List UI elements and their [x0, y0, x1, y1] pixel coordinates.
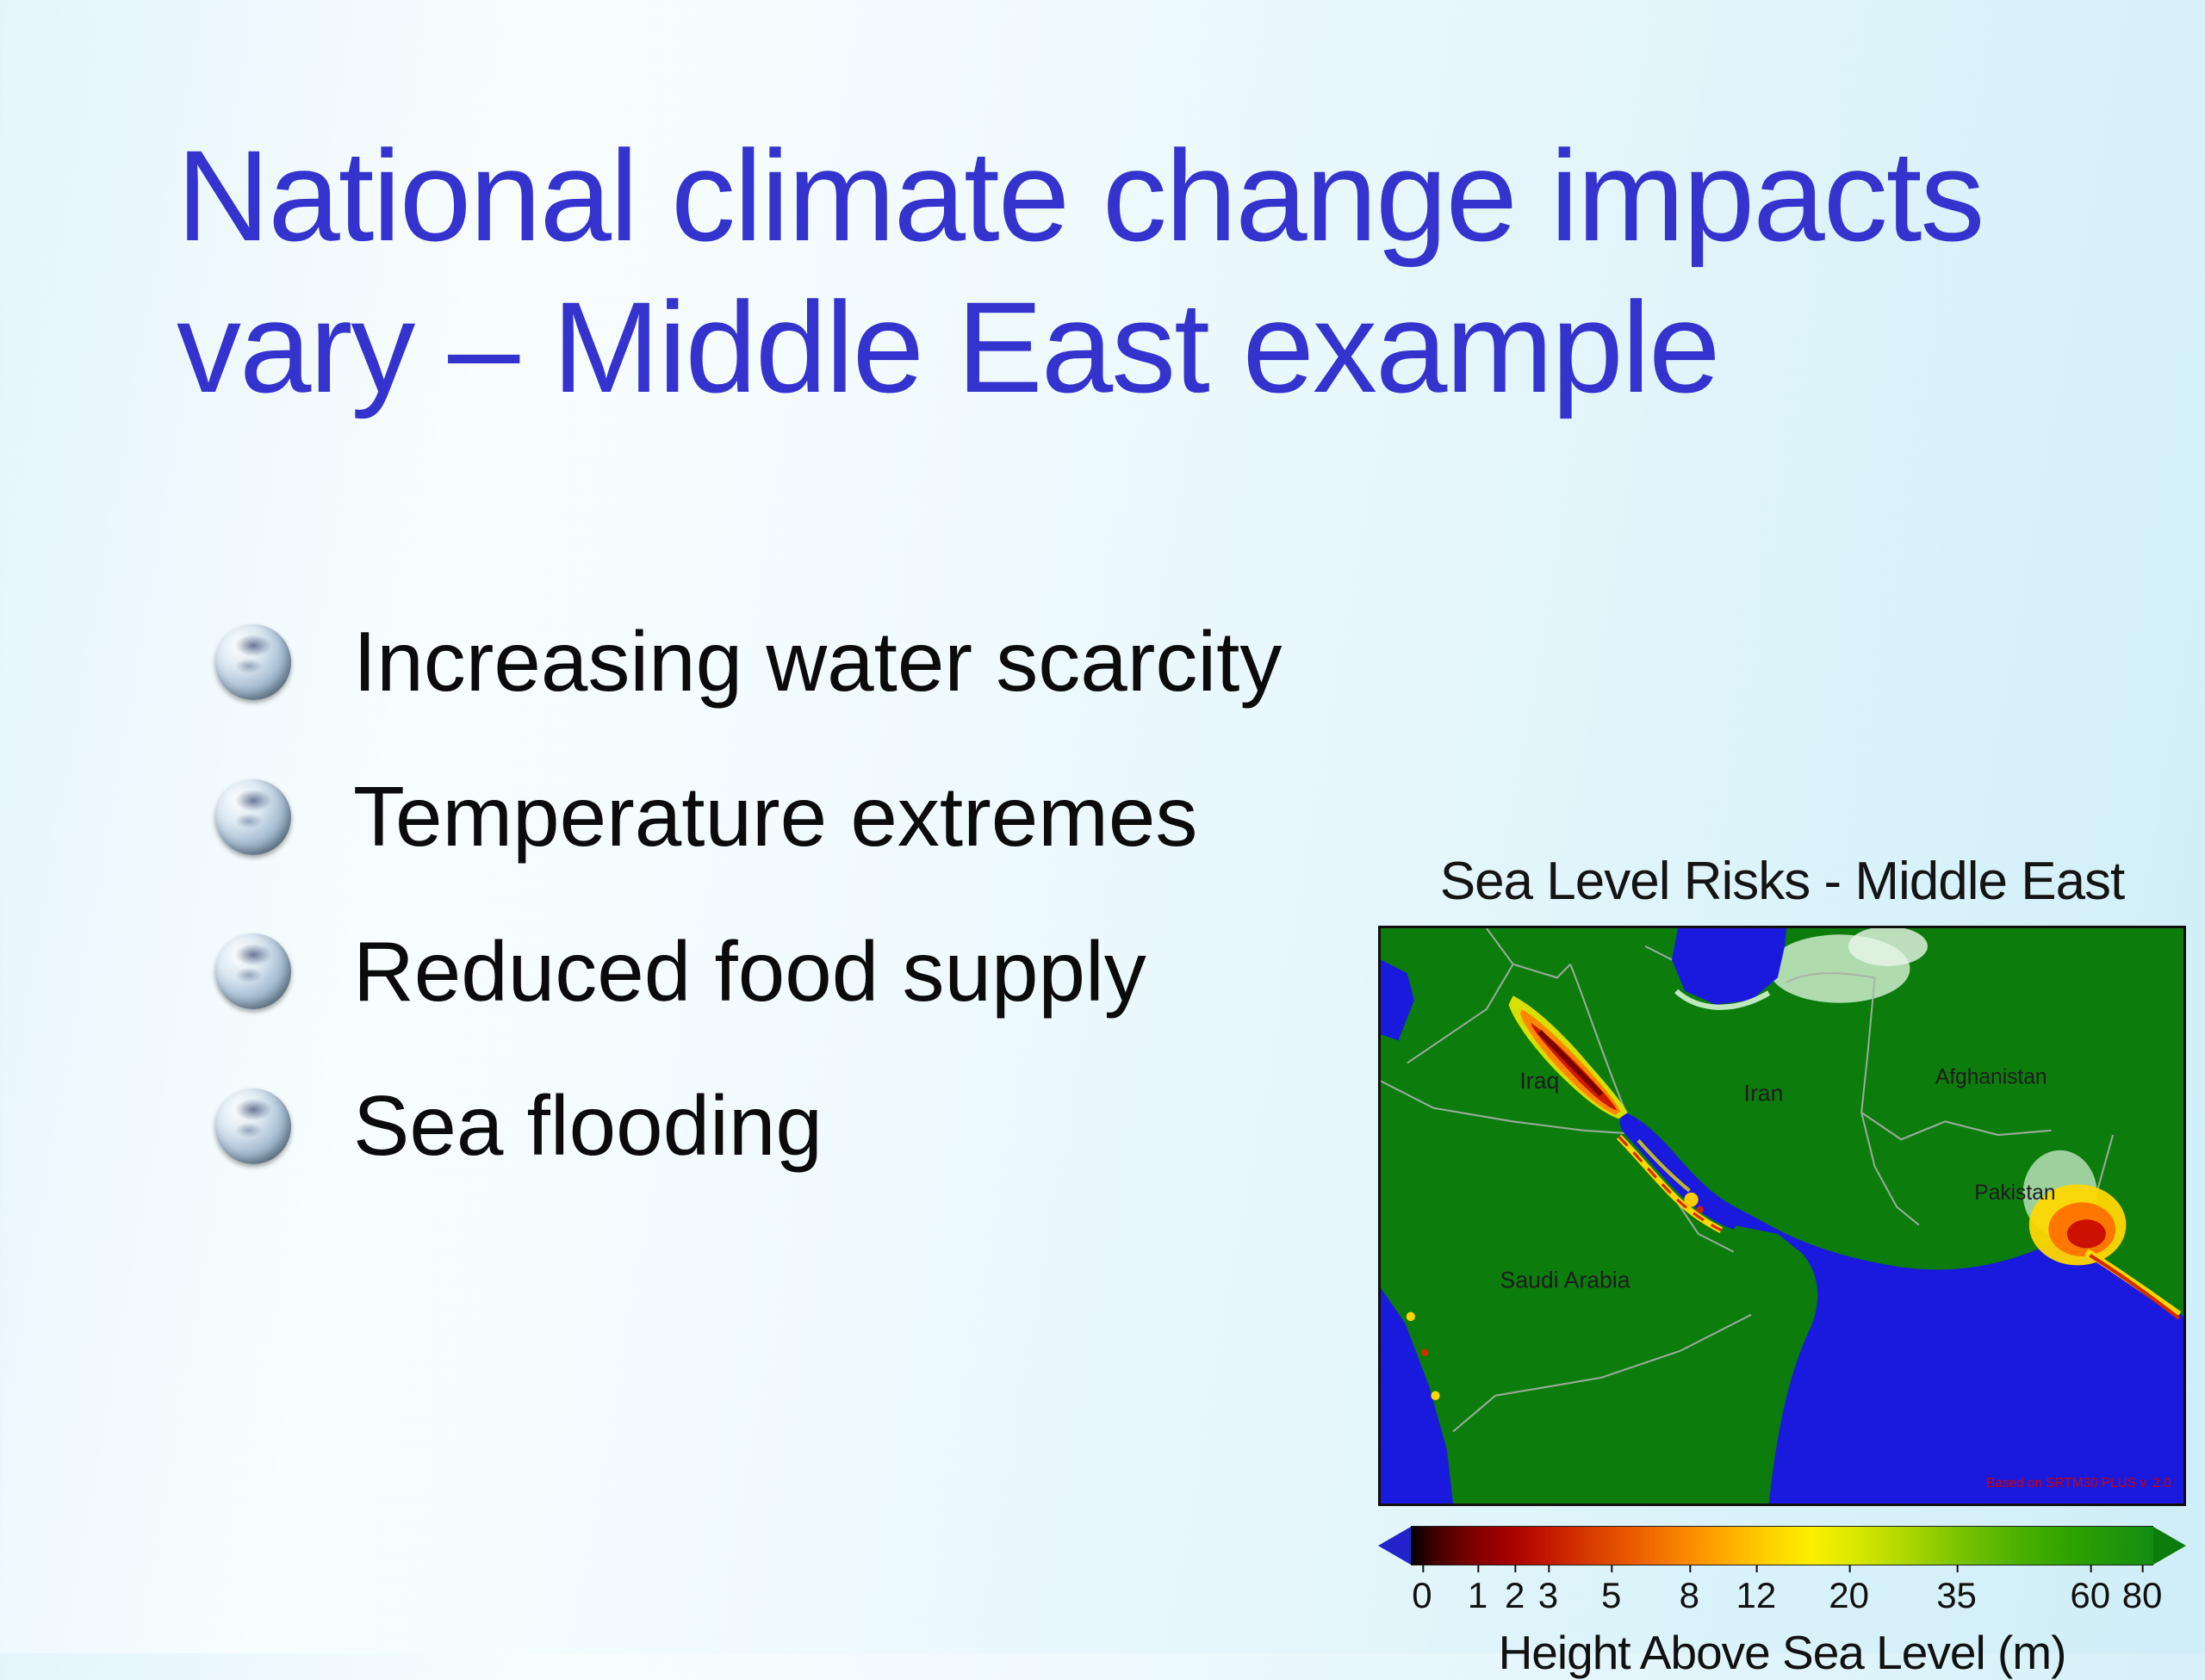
globe-bullet-icon [215, 1088, 291, 1165]
globe-bullet-icon [215, 933, 291, 1010]
bullet-text: Increasing water scarcity [353, 614, 1283, 709]
sea-level-map-panel: Sea Level Risks - Middle East [1378, 851, 2186, 1680]
bullet-item: Sea flooding [215, 1080, 1282, 1173]
map-attribution: Based on SRTM30 PLUS v. 2.0 [1986, 1476, 2171, 1491]
bullet-text: Temperature extremes [353, 768, 1198, 864]
red-sea [1381, 1287, 1453, 1503]
colorbar-tick: 0 [1412, 1565, 1432, 1615]
label-pakistan: Pakistan [1974, 1181, 2055, 1205]
middle-east-elevation-map: Iraq Iran Afghanistan Pakistan Saudi Ara… [1381, 928, 2183, 1503]
indus-delta-patch [2028, 1184, 2182, 1320]
colorbar-tick: 80 [2121, 1565, 2163, 1615]
colorbar-tick: 1 [1467, 1565, 1488, 1615]
bullet-text: Sea flooding [353, 1078, 823, 1174]
red-sea-coast-fringe [1406, 1311, 1440, 1400]
bullet-item: Increasing water scarcity [215, 614, 1283, 709]
label-iraq: Iraq [1519, 1068, 1559, 1094]
persian-gulf [1619, 1112, 1744, 1230]
colorbar-tick: 2 [1504, 1565, 1525, 1615]
colorbar-left-arrow [1378, 1527, 1411, 1565]
colorbar [1378, 1526, 2186, 1565]
bullet-item: Temperature extremes [215, 768, 1282, 864]
globe-bullet-icon [215, 623, 291, 700]
colorbar-tick: 8 [1679, 1565, 1699, 1615]
label-iran: Iran [1744, 1080, 1784, 1106]
arabian-sea [1731, 1205, 2183, 1503]
map-title: Sea Level Risks - Middle East [1439, 852, 2126, 911]
slide-title-line-2: vary – Middle East example [177, 274, 1720, 419]
globe-bullet-icon [215, 778, 291, 855]
colorbar-tick: 20 [1829, 1565, 1869, 1615]
colorbar-ticks: 0 1 2 3 5 8 12 20 35 60 80 [1411, 1565, 2162, 1618]
colorbar-label: Height Above Sea Level (m) [1498, 1626, 2067, 1679]
bullet-text: Reduced food supply [353, 923, 1146, 1019]
colorbar-right-arrow [2153, 1527, 2186, 1565]
label-saudi-arabia: Saudi Arabia [1500, 1267, 1630, 1293]
colorbar-gradient [1411, 1526, 2153, 1565]
caspian-sea [1671, 928, 1787, 1005]
colorbar-tick: 12 [1736, 1565, 1777, 1615]
slide-title: National climate change impacts vary – M… [177, 121, 1984, 423]
bullet-list: Increasing water scarcity Temperature ex… [215, 614, 1283, 1235]
bullet-item: Reduced food supply [215, 923, 1282, 1019]
gulf-coast-fringe [1616, 1134, 1723, 1233]
map-image: Iraq Iran Afghanistan Pakistan Saudi Ara… [1378, 926, 2186, 1506]
label-afghanistan: Afghanistan [1935, 1065, 2047, 1088]
colorbar-tick: 60 [2070, 1565, 2111, 1615]
slide-title-line-1: National climate change impacts [177, 123, 1984, 268]
mediterranean-sea [1381, 959, 1414, 1041]
colorbar-tick: 5 [1601, 1565, 1622, 1615]
iraq-lowland-patch [1508, 995, 1628, 1119]
country-labels: Iraq Iran Afghanistan Pakistan Saudi Ara… [1500, 1065, 2056, 1293]
sea-shapes [1381, 928, 2183, 1503]
colorbar-tick: 3 [1537, 1565, 1559, 1615]
caspian-shore-fringe [1674, 989, 1771, 1010]
colorbar-tick: 35 [1936, 1565, 1977, 1615]
